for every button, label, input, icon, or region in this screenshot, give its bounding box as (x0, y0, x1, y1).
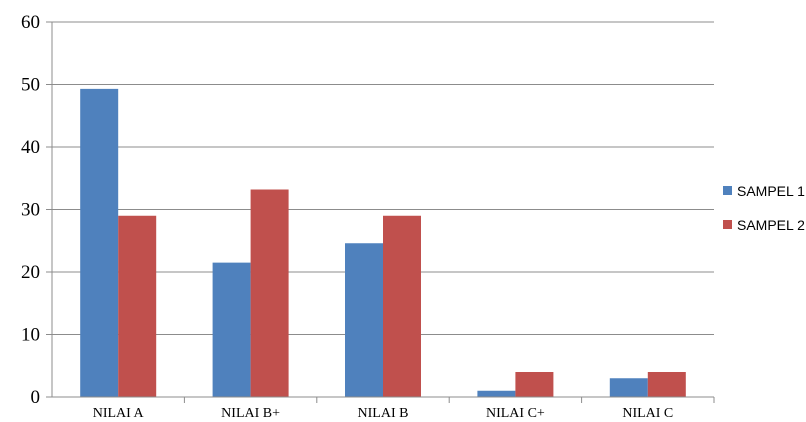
y-tick-label: 20 (21, 262, 40, 283)
legend-swatch (723, 186, 732, 195)
bar-sampel-2-nilai-a (118, 215, 157, 397)
bar-sampel-2-nilai-b (383, 215, 421, 397)
y-tick-label: 10 (21, 325, 40, 346)
y-tick-label: 0 (31, 387, 41, 408)
legend: SAMPEL 1 SAMPEL 2 (723, 183, 805, 233)
bar-sampel-1-nilai-b (345, 243, 383, 397)
bar-sampel-1-nilai-b- (212, 262, 251, 397)
bars (80, 88, 686, 397)
y-tick-label: 60 (21, 12, 40, 33)
y-tick-label: 30 (21, 200, 40, 221)
legend-swatch (723, 220, 732, 229)
bar-sampel-1-nilai-c (609, 378, 648, 397)
x-category-label: NILAI C (622, 406, 673, 421)
x-category-label: NILAI A (93, 406, 145, 421)
gridlines (52, 21, 714, 335)
legend-label: SAMPEL 2 (737, 217, 805, 233)
bar-sampel-2-nilai-c- (515, 372, 554, 397)
x-category-label: NILAI B (358, 406, 409, 421)
bar-sampel-1-nilai-a (80, 88, 119, 397)
y-tick-label: 50 (21, 75, 40, 96)
axes (46, 21, 715, 403)
legend-label: SAMPEL 1 (737, 183, 805, 199)
bar-sampel-2-nilai-b- (250, 189, 289, 397)
x-category-label: NILAI B+ (221, 406, 280, 421)
x-category-label: NILAI C+ (486, 406, 545, 421)
x-tick-labels: NILAI A NILAI B+ NILAI B NILAI C+ NILAI C (93, 406, 674, 421)
bar-sampel-1-nilai-c- (477, 390, 516, 397)
y-tick-label: 40 (21, 137, 40, 158)
bar-sampel-2-nilai-c (647, 372, 686, 397)
y-tick-labels: 0 10 20 30 40 50 60 (21, 12, 40, 408)
